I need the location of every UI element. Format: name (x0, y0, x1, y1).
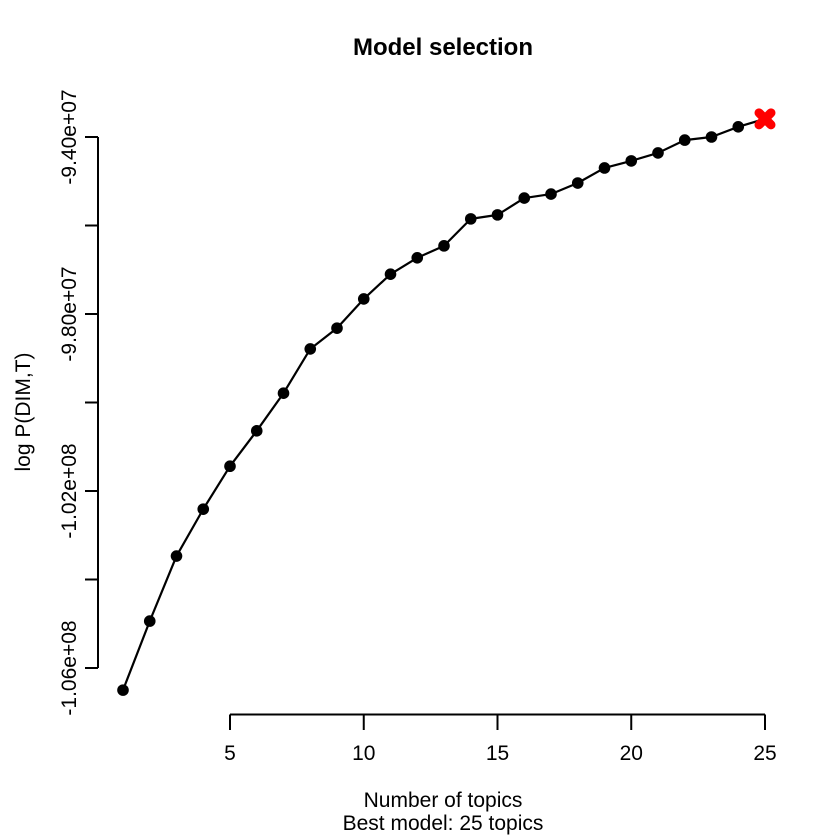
data-point (117, 684, 129, 696)
data-point (491, 209, 504, 221)
data-point (705, 131, 718, 143)
y-tick-label: -1.02e+08 (58, 443, 81, 538)
y-axis: -9.40e+07 -9.80e+07 -1.02e+08 -1.06e+08 (58, 89, 99, 716)
y-tick-label: -9.80e+07 (58, 266, 81, 361)
x-tick-label: 25 (753, 742, 776, 765)
data-point (411, 252, 424, 264)
data-point (464, 213, 477, 225)
data-point (331, 322, 343, 334)
y-axis-label: log P(DIM,T) (12, 352, 35, 471)
data-point (170, 550, 183, 562)
data-point (277, 387, 290, 400)
data-point (598, 162, 611, 174)
data-point (518, 192, 531, 204)
best-model-x-icon (754, 108, 776, 130)
data-point (357, 293, 370, 305)
data-point (197, 503, 210, 515)
data-point (304, 343, 317, 355)
data-point (384, 268, 397, 280)
data-point (143, 615, 156, 627)
x-axis-sublabel: Best model: 25 topics (343, 812, 544, 835)
y-tick-label: -1.06e+08 (58, 620, 81, 715)
x-tick-label: 15 (486, 742, 509, 765)
best-model-marker (754, 108, 776, 130)
data-point (224, 460, 236, 473)
data-point (545, 188, 557, 200)
data-series (117, 113, 771, 696)
x-axis: 5 10 15 20 25 (224, 713, 777, 765)
data-point (652, 147, 664, 159)
data-point (571, 177, 584, 189)
data-point (678, 134, 691, 146)
data-point (625, 155, 638, 167)
x-tick-label: 20 (620, 742, 643, 765)
y-tick-label: -9.40e+07 (58, 89, 81, 184)
data-point (732, 121, 745, 133)
x-tick-label: 5 (224, 742, 236, 765)
data-point (438, 240, 450, 252)
x-tick-label: 10 (352, 742, 375, 765)
chart-title: Model selection (353, 34, 533, 61)
series-line (121, 117, 767, 692)
x-axis-label: Number of topics (364, 789, 523, 812)
data-point (250, 425, 263, 437)
